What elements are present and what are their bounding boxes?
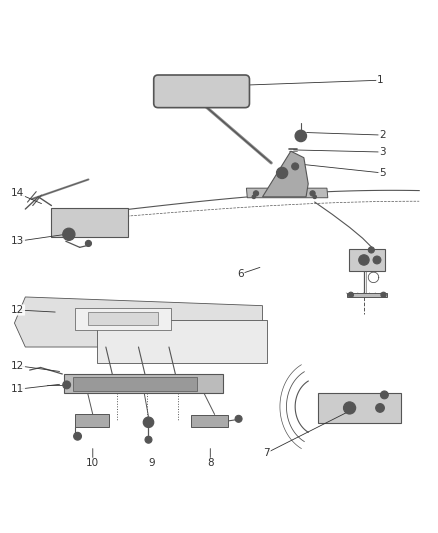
Polygon shape: [318, 393, 401, 423]
Circle shape: [146, 420, 151, 424]
Text: 5: 5: [379, 168, 385, 178]
Text: 9: 9: [148, 458, 155, 468]
Circle shape: [343, 402, 356, 414]
Text: 8: 8: [207, 458, 214, 468]
Circle shape: [143, 417, 154, 427]
Polygon shape: [349, 249, 385, 271]
Text: 14: 14: [11, 188, 25, 198]
Circle shape: [376, 403, 385, 413]
Circle shape: [295, 130, 307, 142]
Text: 6: 6: [237, 269, 244, 279]
Polygon shape: [51, 208, 127, 237]
Polygon shape: [97, 320, 267, 363]
Circle shape: [253, 191, 258, 196]
Polygon shape: [88, 312, 158, 325]
Text: 13: 13: [11, 236, 25, 246]
Circle shape: [373, 256, 381, 264]
Circle shape: [276, 167, 288, 179]
Circle shape: [63, 381, 71, 389]
Polygon shape: [73, 377, 197, 391]
Polygon shape: [64, 375, 223, 393]
Circle shape: [348, 292, 353, 297]
Circle shape: [85, 240, 92, 246]
Circle shape: [292, 163, 299, 170]
FancyBboxPatch shape: [154, 75, 250, 108]
Polygon shape: [75, 308, 171, 329]
Circle shape: [74, 432, 81, 440]
Polygon shape: [262, 151, 308, 197]
Circle shape: [368, 247, 374, 253]
Circle shape: [310, 191, 315, 196]
Text: 1: 1: [377, 75, 383, 85]
Text: 10: 10: [86, 458, 99, 468]
Circle shape: [313, 195, 317, 199]
Circle shape: [63, 228, 75, 240]
Text: 12: 12: [11, 361, 25, 371]
Circle shape: [66, 232, 71, 237]
Polygon shape: [74, 415, 110, 426]
Polygon shape: [191, 415, 228, 426]
Polygon shape: [346, 293, 388, 297]
Circle shape: [235, 415, 242, 422]
Polygon shape: [247, 188, 328, 198]
Text: 3: 3: [379, 147, 385, 157]
Text: 7: 7: [264, 448, 270, 458]
Circle shape: [381, 391, 389, 399]
Circle shape: [299, 134, 303, 138]
Circle shape: [280, 171, 284, 175]
Circle shape: [381, 292, 386, 297]
Text: 2: 2: [379, 130, 385, 140]
Text: 12: 12: [11, 305, 25, 315]
Circle shape: [347, 406, 352, 410]
Text: 11: 11: [11, 384, 25, 394]
Circle shape: [359, 255, 369, 265]
Circle shape: [252, 195, 255, 199]
Circle shape: [145, 436, 152, 443]
Polygon shape: [14, 297, 262, 347]
